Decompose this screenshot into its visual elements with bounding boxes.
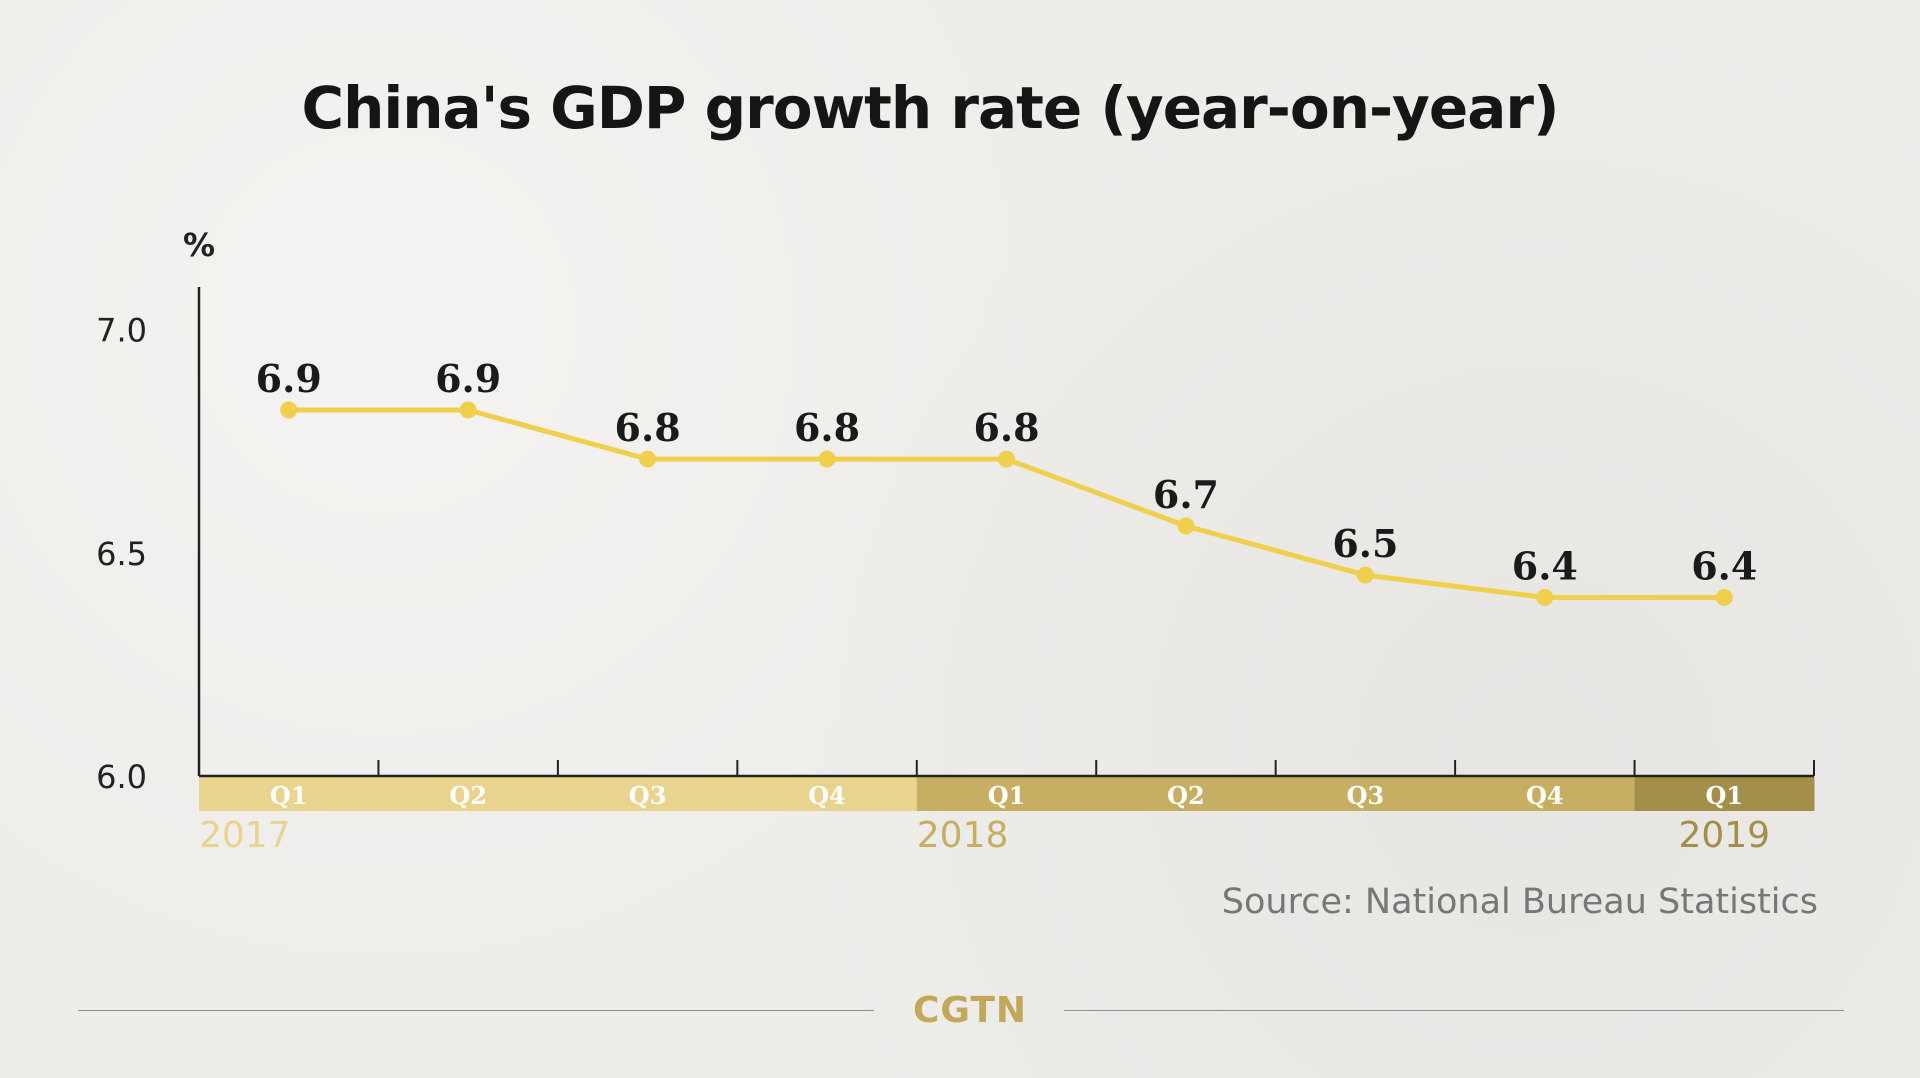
data-point <box>1356 566 1374 584</box>
data-label: 6.8 <box>794 405 860 450</box>
x-tick-label: Q1 <box>270 781 308 810</box>
data-label: 6.4 <box>1691 543 1757 588</box>
data-label: 6.4 <box>1512 543 1578 588</box>
data-label: 6.7 <box>1153 472 1219 517</box>
data-point <box>459 401 477 419</box>
category-band <box>199 777 379 811</box>
year-label: 2019 <box>1678 815 1770 856</box>
data-label: 6.8 <box>973 405 1039 450</box>
data-label: 6.9 <box>435 356 501 401</box>
x-tick-label: Q4 <box>808 781 846 810</box>
category-band <box>916 777 1097 811</box>
year-label: 2017 <box>199 815 291 856</box>
data-point <box>1536 588 1554 606</box>
category-band <box>378 777 559 811</box>
x-tick-label: Q3 <box>629 781 667 810</box>
category-band <box>1275 777 1456 811</box>
cgtn-logo: CGTN <box>912 990 1028 1031</box>
category-band <box>737 777 918 811</box>
footer-divider-left <box>78 1010 874 1011</box>
x-tick-label: Q2 <box>1167 781 1205 810</box>
data-point <box>280 401 298 419</box>
year-label: 2018 <box>917 815 1009 856</box>
y-tick-label: 6.5 <box>96 535 147 573</box>
data-label: 6.8 <box>615 405 681 450</box>
category-band <box>1096 777 1277 811</box>
x-tick-label: Q1 <box>1705 781 1743 810</box>
y-axis-label: % <box>183 226 215 264</box>
data-point <box>1715 588 1733 606</box>
data-point <box>639 450 657 468</box>
data-point <box>998 450 1015 468</box>
data-label: 6.9 <box>256 356 322 401</box>
category-band <box>1455 777 1636 811</box>
data-point <box>1177 517 1195 535</box>
y-tick-label: 7.0 <box>96 312 147 350</box>
x-tick-label: Q2 <box>449 781 487 810</box>
footer-divider-right <box>1064 1010 1844 1011</box>
data-label: 6.5 <box>1332 521 1398 566</box>
chart-title: China's GDP growth rate (year-on-year) <box>301 74 1560 142</box>
y-tick-label: 6.0 <box>96 758 147 796</box>
source-note: Source: National Bureau Statistics <box>1221 882 1818 922</box>
x-tick-label: Q3 <box>1347 781 1385 810</box>
category-band <box>557 777 738 811</box>
category-band <box>1634 777 1815 811</box>
data-point <box>818 450 836 468</box>
x-tick-label: Q4 <box>1526 781 1564 810</box>
x-tick-label: Q1 <box>988 781 1026 810</box>
